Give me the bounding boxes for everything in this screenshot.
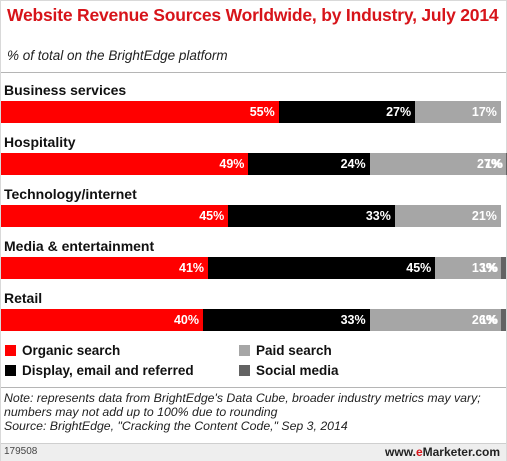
legend-swatch [5, 345, 16, 356]
legend-swatch [5, 365, 16, 376]
bar-segment: 45% [208, 257, 436, 279]
footer-bar: 179508 www.eMarketer.com [1, 443, 506, 461]
legend-label: Organic search [22, 343, 121, 358]
brand-prefix: www. [385, 445, 416, 459]
bar-segment: 21% [394, 205, 501, 227]
bar-segment [500, 257, 506, 279]
bar-segment: 41% [1, 257, 209, 279]
bar-segment: 17% [415, 101, 501, 123]
bar-row: 41% 45% 13% 1% [1, 257, 506, 279]
bar-row: 49% 24% 27% 1% [1, 153, 507, 175]
bar-segment: 24% [248, 153, 370, 175]
bar-segment: 27% [278, 101, 416, 123]
data-label: 27% [386, 105, 412, 119]
top-divider [1, 72, 506, 73]
data-label: 26% [471, 313, 497, 327]
bottom-divider [1, 387, 506, 388]
data-label: 45% [406, 261, 432, 275]
bar-row: 55% 27% 17% [1, 101, 506, 123]
chart-note: Note: represents data from BrightEdge's … [4, 391, 481, 419]
category-label: Media & entertainment [4, 238, 155, 254]
category-label: Technology/internet [4, 186, 137, 202]
data-label: 1% [479, 313, 498, 327]
bar-row: 45% 33% 21% [1, 205, 506, 227]
legend-swatch [239, 365, 250, 376]
data-label: 17% [471, 105, 497, 119]
chart-source: Source: BrightEdge, "Cracking the Conten… [4, 419, 348, 433]
bar-segment [500, 309, 506, 331]
legend-label: Social media [256, 363, 339, 378]
bar-segment: 55% [1, 101, 279, 123]
bar-segment: 40% [1, 309, 203, 331]
bar-segment: 49% [1, 153, 249, 175]
bar-row: 40% 33% 26% 1% [1, 309, 506, 331]
data-label: 33% [340, 313, 366, 327]
bar-segment: 45% [1, 205, 229, 227]
data-label: 24% [340, 157, 366, 171]
legend-label: Paid search [256, 343, 332, 358]
legend: Organic search Display, email and referre… [1, 341, 506, 381]
chart-subtitle: % of total on the BrightEdge platform [7, 48, 228, 63]
brand-e: e [415, 445, 423, 459]
data-label: 27% [476, 157, 502, 171]
chart-title: Website Revenue Sources Worldwide, by In… [7, 5, 499, 25]
legend-label: Display, email and referred [22, 363, 194, 378]
data-label: 1% [479, 261, 498, 275]
data-label: 45% [199, 209, 225, 223]
data-label: 49% [219, 157, 245, 171]
data-label: 41% [179, 261, 205, 275]
brand-suffix: Marketer.com [422, 445, 500, 459]
bar-segment: 33% [228, 205, 395, 227]
data-label: 33% [365, 209, 391, 223]
chart-id: 179508 [4, 446, 38, 457]
category-label: Business services [4, 82, 127, 98]
data-label: 55% [249, 105, 275, 119]
bar-segment: 26% [369, 309, 501, 331]
bar-segment: 27% [369, 153, 506, 175]
data-label: 21% [471, 209, 497, 223]
category-label: Hospitality [4, 134, 76, 150]
legend-swatch [239, 345, 250, 356]
data-label: 40% [173, 313, 199, 327]
bar-segment: 33% [203, 309, 370, 331]
data-label: 1% [484, 157, 503, 171]
brand-logo: www.eMarketer.com [385, 445, 500, 459]
data-label: 13% [471, 261, 497, 275]
category-label: Retail [4, 290, 43, 306]
bar-segment: 13% [435, 257, 501, 279]
